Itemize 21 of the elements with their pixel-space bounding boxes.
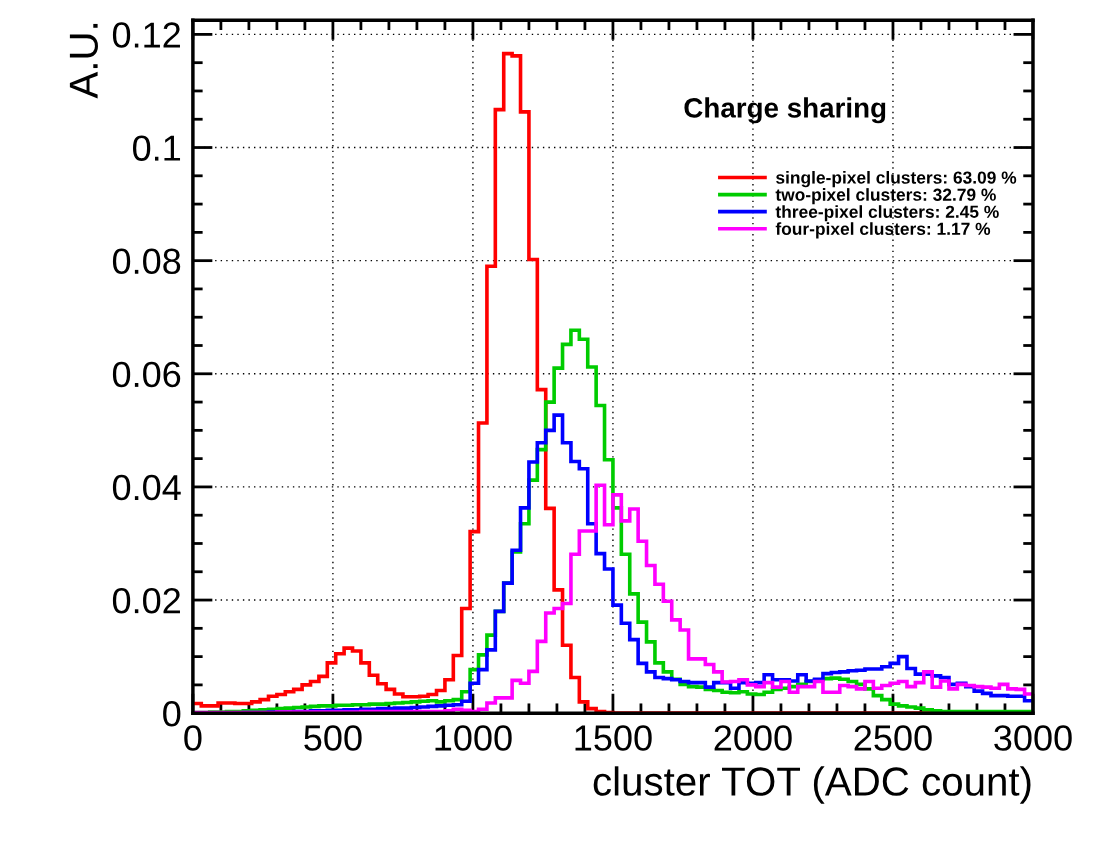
y-tick-label: 0.04 bbox=[112, 474, 181, 501]
legend-label: three-pixel clusters: 2.45 % bbox=[775, 205, 999, 222]
y-tick-label: 0.12 bbox=[112, 22, 180, 48]
y-tick-label: 0 bbox=[163, 701, 181, 727]
y-tick-label: 0.02 bbox=[112, 587, 180, 614]
x-tick-label: 2000 bbox=[714, 725, 792, 751]
x-tick-label: 2500 bbox=[854, 725, 932, 751]
legend-label: four-pixel clusters: 1.17 % bbox=[775, 222, 991, 239]
y-axis-title: A.U. bbox=[69, 23, 98, 99]
x-tick-label: 1500 bbox=[575, 725, 652, 751]
x-tick-label: 500 bbox=[304, 725, 362, 751]
x-tick-label: 3000 bbox=[994, 725, 1072, 751]
y-tick-label: 0.06 bbox=[112, 361, 181, 388]
legend-label: single-pixel clusters: 63.09 % bbox=[776, 170, 1017, 188]
x-tick-label: 0 bbox=[184, 725, 202, 751]
legend-label: two-pixel clusters: 32.79 % bbox=[775, 188, 996, 205]
x-tick-label: 1000 bbox=[435, 725, 512, 751]
text: Charge sharing bbox=[684, 97, 886, 124]
y-tick-label: 0.08 bbox=[112, 248, 181, 275]
x-axis-title: cluster TOT (ADC count) bbox=[593, 766, 1031, 804]
y-tick-label: 0.1 bbox=[133, 135, 181, 161]
